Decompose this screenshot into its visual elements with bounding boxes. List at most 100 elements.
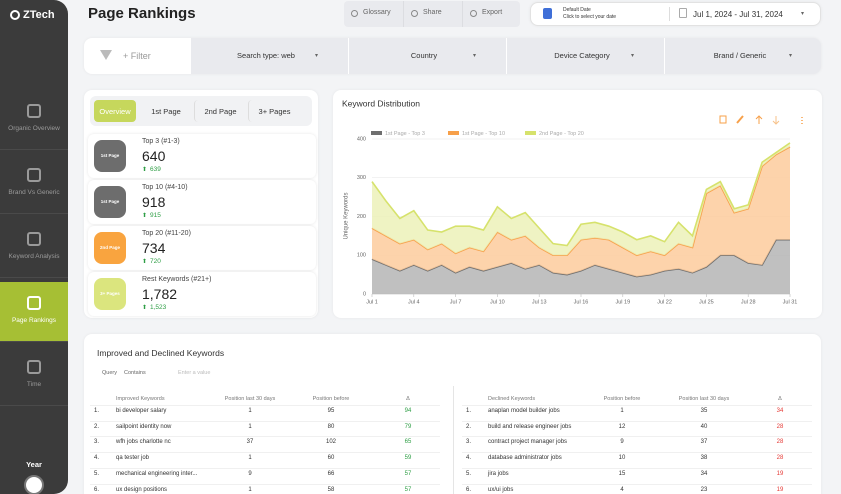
table-cell: 10 [618, 455, 626, 462]
badge-label: 1st Page [100, 199, 120, 204]
kpi-change: 1,523 [150, 304, 167, 311]
header-button[interactable]: Glossary [344, 1, 402, 27]
button-icon [351, 10, 358, 17]
legend-label: 1st Page - Top 3 [385, 131, 425, 137]
dropdown-label: Brand / Generic [713, 51, 767, 60]
chart-title: Keyword Distribution [342, 98, 420, 108]
header-button[interactable]: Export [462, 1, 520, 27]
table-cell: 34 [776, 408, 784, 414]
button-label: Export [482, 9, 503, 16]
year-toggle[interactable] [24, 475, 44, 494]
column-header[interactable]: Δ [778, 396, 782, 402]
toolbar-icon[interactable] [736, 115, 744, 124]
filter-dropdown[interactable]: Country ▾ [348, 38, 505, 74]
row-separator [462, 452, 812, 454]
nav-icon [27, 232, 41, 246]
column-header: Declined Keywords [488, 396, 536, 402]
filter-dropdown[interactable]: Search type: web ▾ [190, 38, 347, 74]
filter-dropdown[interactable]: Device Category ▾ [506, 38, 663, 74]
table-cell: 9 [248, 470, 252, 477]
table-cell: sailpoint identity now [116, 423, 172, 430]
nav-icon [27, 168, 41, 182]
nav-item[interactable]: Time [0, 346, 68, 406]
dropdown-label: Search type: web [237, 51, 295, 60]
table-cell: wfh jobs charlotte nc [116, 439, 171, 446]
table-cell: contract project manager jobs [488, 439, 568, 446]
table-cell: 19 [776, 470, 784, 477]
tab[interactable]: Overview [94, 100, 136, 122]
kpi-label: Rest Keywords (#21+) [142, 276, 212, 283]
toolbar-icon[interactable] [755, 115, 763, 124]
legend-swatch [371, 131, 382, 135]
table-cell: 57 [404, 486, 412, 493]
filter-dropdown[interactable]: Brand / Generic ▾ [664, 38, 821, 74]
nav-item[interactable]: Brand Vs Generic [0, 154, 68, 214]
table-cell: 1. [94, 408, 100, 414]
table-cell: 23 [700, 486, 708, 493]
toolbar-icon[interactable] [772, 116, 780, 125]
dropdown-label: Device Category [554, 51, 610, 60]
tab[interactable]: 1st Page [140, 100, 192, 122]
query-input[interactable]: Enter a value [178, 370, 211, 376]
tab[interactable]: 3+ Pages [248, 100, 300, 122]
filter-bar: + Filter Search type: web ▾ Country ▾ Device… [84, 38, 821, 74]
x-tick-label: Jul 25 [699, 299, 714, 305]
date-range: Jul 1, 2024 - Jul 31, 2024 [693, 10, 783, 19]
table-cell: 6. [466, 486, 472, 493]
area-line [371, 142, 791, 247]
nav-label: Page Rankings [11, 317, 57, 324]
table-cell: 1. [466, 408, 472, 414]
nav-item[interactable]: Organic Overview [0, 90, 68, 150]
change-arrow: ⬆ [142, 259, 148, 265]
year-label: Year [26, 460, 42, 469]
dropdown-label: Country [410, 51, 438, 60]
table-cell: 57 [404, 470, 412, 477]
row-separator [90, 405, 440, 406]
column-header: Improved Keywords [116, 396, 165, 402]
table-cell: 2. [94, 423, 100, 430]
x-tick-label: Jul 22 [657, 299, 672, 305]
nav-label: Keyword Analysis [8, 253, 60, 260]
table-cell: 94 [404, 408, 412, 414]
nav-icon [27, 360, 41, 374]
column-header: Position last 30 days [678, 396, 730, 402]
table-cell: 37 [246, 439, 254, 446]
divider [453, 386, 454, 494]
table-cell: 60 [327, 455, 335, 462]
badge: 1st Page [94, 186, 126, 218]
table-cell: 4. [466, 455, 472, 462]
row-separator [462, 483, 812, 485]
table-cell: 2. [466, 423, 472, 430]
x-tick-label: Jul 10 [490, 299, 505, 305]
table-title: Improved and Declined Keywords [97, 348, 225, 358]
row-separator [90, 467, 440, 469]
logo: ZTech [23, 9, 55, 21]
row-separator [462, 405, 812, 406]
filter-button[interactable]: + Filter [84, 38, 190, 74]
table-cell: 3. [94, 439, 100, 446]
column-header[interactable]: Δ [406, 396, 410, 402]
kpi-value: 1,782 [142, 286, 178, 302]
header-button[interactable]: Share [403, 1, 461, 27]
kpi-value: 918 [142, 194, 166, 210]
table-cell: 5. [466, 470, 472, 477]
table-cell: 9 [620, 439, 624, 446]
nav-item[interactable]: Page Rankings [0, 282, 68, 342]
nav-label: Time [26, 381, 42, 388]
query-operator[interactable]: Contains [124, 370, 146, 376]
tab[interactable]: 2nd Page [194, 100, 246, 122]
filter-add: + Filter [123, 51, 151, 61]
chart-panel: Keyword Distribution Unique Keywords 0 10… [333, 90, 822, 318]
area [372, 239, 790, 294]
table-cell: 37 [700, 439, 708, 446]
badge-label: 3+ Pages [100, 291, 120, 296]
x-tick-label: Jul 4 [408, 299, 420, 305]
nav-item[interactable]: Keyword Analysis [0, 218, 68, 278]
table-cell: 35 [700, 408, 708, 414]
table-cell: 58 [327, 486, 335, 493]
x-tick-label: Jul 28 [741, 299, 756, 305]
toolbar-icon[interactable] [719, 115, 727, 124]
date-picker[interactable]: Default Date Click to select your date J… [530, 2, 821, 26]
y-tick-label: 400 [357, 136, 366, 142]
